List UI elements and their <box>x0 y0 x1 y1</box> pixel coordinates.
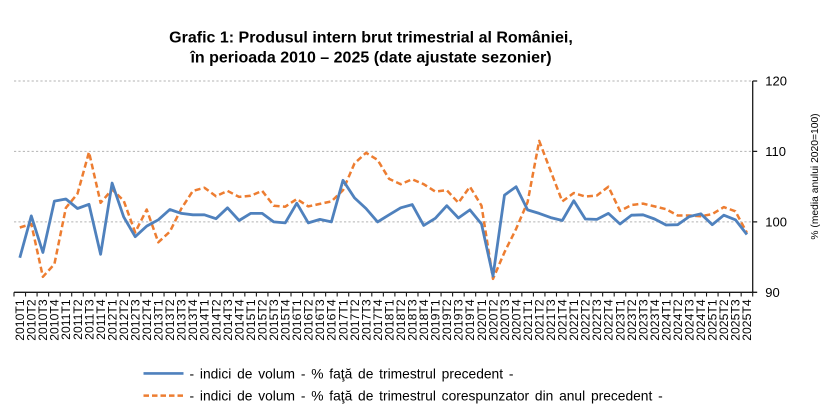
svg-text:2012T3: 2012T3 <box>129 299 143 341</box>
svg-text:2020T4: 2020T4 <box>509 299 523 341</box>
svg-text:2024T1: 2024T1 <box>659 299 673 341</box>
svg-text:2020T2: 2020T2 <box>486 299 500 341</box>
svg-text:2022T3: 2022T3 <box>590 299 604 341</box>
svg-text:2021T2: 2021T2 <box>533 299 547 341</box>
svg-text:2010T4: 2010T4 <box>48 299 62 341</box>
svg-text:2013T1: 2013T1 <box>152 299 166 341</box>
svg-text:2023T2: 2023T2 <box>625 299 639 341</box>
svg-text:2025T4: 2025T4 <box>740 299 754 341</box>
svg-text:2017T2: 2017T2 <box>348 299 362 341</box>
svg-text:2010T1: 2010T1 <box>13 299 27 341</box>
svg-text:2016T4: 2016T4 <box>325 299 339 341</box>
svg-text:% (media anului 2020=100): % (media anului 2020=100) <box>810 113 821 239</box>
svg-text:în perioada 2010 – 2025 (date: în perioada 2010 – 2025 (date ajustate s… <box>189 49 551 66</box>
svg-text:2011T4: 2011T4 <box>94 299 108 340</box>
svg-text:2018T1: 2018T1 <box>382 299 396 341</box>
svg-text:2019T1: 2019T1 <box>429 299 443 341</box>
svg-text:2017T4: 2017T4 <box>371 299 385 341</box>
svg-text:2017T1: 2017T1 <box>336 299 350 341</box>
svg-text:2018T3: 2018T3 <box>406 299 420 341</box>
svg-text:2025T3: 2025T3 <box>729 299 743 341</box>
svg-text:2019T2: 2019T2 <box>440 299 454 341</box>
svg-text:2015T3: 2015T3 <box>267 299 281 341</box>
svg-text:2013T4: 2013T4 <box>186 299 200 341</box>
svg-text:120: 120 <box>765 74 787 89</box>
svg-text:2014T1: 2014T1 <box>198 299 212 341</box>
svg-text:110: 110 <box>765 144 786 159</box>
svg-text:2015T4: 2015T4 <box>279 299 293 341</box>
svg-text:2012T1: 2012T1 <box>105 299 119 341</box>
svg-text:2014T3: 2014T3 <box>221 299 235 341</box>
svg-text:2014T2: 2014T2 <box>209 299 223 341</box>
svg-text:2020T1: 2020T1 <box>475 299 489 341</box>
svg-text:100: 100 <box>765 214 787 229</box>
svg-text:2014T4: 2014T4 <box>232 299 246 341</box>
svg-text:Grafic 1: Produsul intern brut: Grafic 1: Produsul intern brut trimestri… <box>169 30 573 47</box>
svg-text:2024T2: 2024T2 <box>671 299 685 341</box>
svg-text:2025T2: 2025T2 <box>717 299 731 341</box>
svg-text:2024T4: 2024T4 <box>694 299 708 341</box>
svg-text:2015T1: 2015T1 <box>244 299 258 341</box>
svg-text:2022T2: 2022T2 <box>579 299 593 341</box>
svg-text:2022T1: 2022T1 <box>567 299 581 341</box>
svg-text:2021T3: 2021T3 <box>544 299 558 341</box>
svg-text:2018T4: 2018T4 <box>417 299 431 341</box>
svg-text:90: 90 <box>765 285 779 300</box>
svg-text:2011T2: 2011T2 <box>71 299 85 340</box>
svg-text:2024T3: 2024T3 <box>683 299 697 341</box>
svg-text:2010T3: 2010T3 <box>36 299 50 341</box>
svg-text:2023T3: 2023T3 <box>636 299 650 341</box>
svg-text:2019T3: 2019T3 <box>452 299 466 341</box>
svg-text:2015T2: 2015T2 <box>256 299 270 341</box>
svg-text:2023T4: 2023T4 <box>648 299 662 341</box>
svg-text:- indici de volum - % faţă de: - indici de volum - % faţă de trimestrul… <box>190 388 663 403</box>
svg-text:- indici de volum - % faţă de: - indici de volum - % faţă de trimestrul… <box>190 366 514 381</box>
svg-text:2012T2: 2012T2 <box>117 299 131 341</box>
svg-text:2019T4: 2019T4 <box>463 299 477 341</box>
svg-text:2011T3: 2011T3 <box>82 299 96 340</box>
svg-text:2018T2: 2018T2 <box>394 299 408 341</box>
svg-text:2016T1: 2016T1 <box>290 299 304 341</box>
svg-text:2011T1: 2011T1 <box>59 299 73 340</box>
svg-text:2013T3: 2013T3 <box>175 299 189 341</box>
svg-text:2016T2: 2016T2 <box>302 299 316 341</box>
svg-text:2016T3: 2016T3 <box>313 299 327 341</box>
svg-text:2010T2: 2010T2 <box>25 299 39 341</box>
svg-text:2021T4: 2021T4 <box>556 299 570 341</box>
svg-text:2012T4: 2012T4 <box>140 299 154 341</box>
svg-text:2025T1: 2025T1 <box>706 299 720 341</box>
svg-text:2017T3: 2017T3 <box>359 299 373 341</box>
svg-text:2020T3: 2020T3 <box>498 299 512 341</box>
svg-text:2023T1: 2023T1 <box>613 299 627 341</box>
svg-text:2022T4: 2022T4 <box>602 299 616 341</box>
svg-text:2013T2: 2013T2 <box>163 299 177 341</box>
svg-text:2021T1: 2021T1 <box>521 299 535 341</box>
